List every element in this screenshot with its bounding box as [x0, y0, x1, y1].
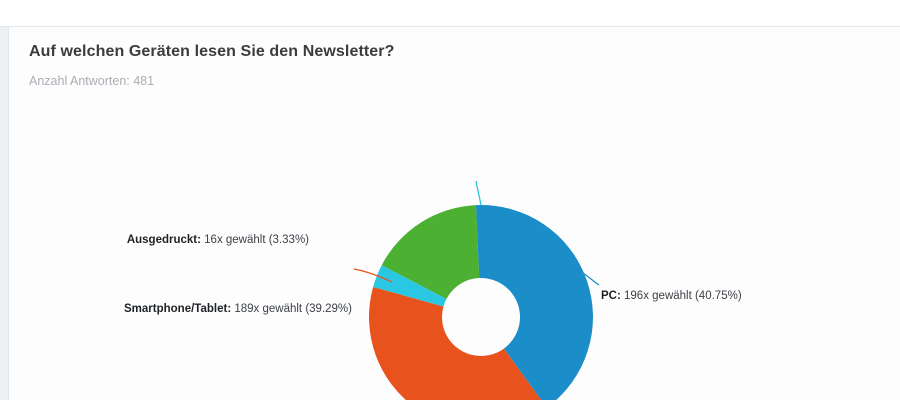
- page-left-gutter: [0, 27, 8, 400]
- survey-result-card: Auf welchen Geräten lesen Sie den Newsle…: [8, 27, 900, 400]
- slice-sonstiges: [381, 205, 480, 299]
- callout-smartphone-tablet: Smartphone/Tablet: 189x gewählt (39.29%): [124, 303, 352, 316]
- callout-pc-value: 196x gewählt (40.75%): [624, 290, 742, 302]
- callout-ausgedruckt-value: 16x gewählt (3.33%): [204, 234, 309, 246]
- leader-line-smartphone-tablet: [353, 268, 393, 283]
- callout-smartphone-tablet-value: 189x gewählt (39.29%): [234, 303, 352, 315]
- top-strip: [0, 0, 900, 26]
- callout-smartphone-tablet-key: Smartphone/Tablet:: [124, 303, 232, 315]
- donut-chart-svg: [353, 180, 600, 400]
- slice-ausgedruckt: [373, 265, 447, 307]
- slice-smartphone-tablet: [369, 286, 542, 400]
- callout-ausgedruckt: Ausgedruckt: 16x gewählt (3.33%): [127, 234, 309, 247]
- response-count-label: Anzahl Antworten: 481: [29, 74, 155, 88]
- leader-lines: [353, 180, 600, 286]
- callout-pc-key: PC:: [601, 290, 621, 302]
- top-divider: [0, 26, 900, 27]
- callout-pc: PC: 196x gewählt (40.75%): [601, 290, 742, 303]
- page-title: Auf welchen Geräten lesen Sie den Newsle…: [29, 43, 395, 60]
- donut-chart: Ausgedruckt: 16x gewählt (3.33%) Smartph…: [9, 87, 900, 400]
- donut-slices: [369, 205, 593, 400]
- leader-line-pc: [573, 266, 600, 286]
- callout-ausgedruckt-key: Ausgedruckt:: [126, 234, 201, 246]
- slice-pc: [475, 205, 593, 400]
- leader-line-ausgedruckt: [475, 180, 482, 206]
